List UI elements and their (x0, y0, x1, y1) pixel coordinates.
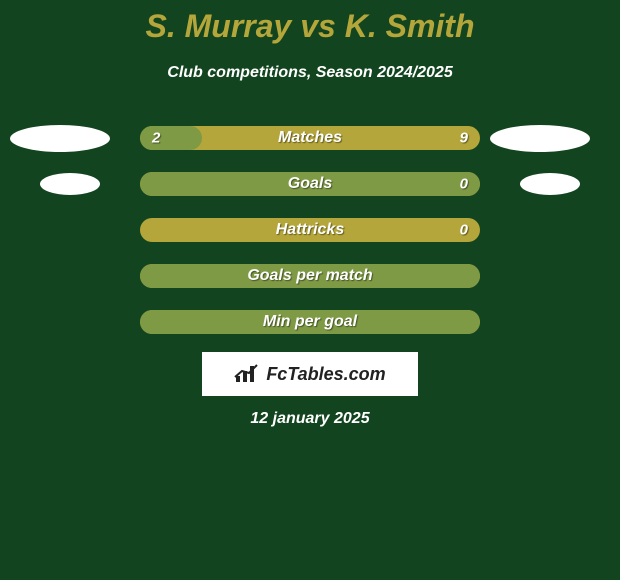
footer-date: 12 january 2025 (0, 410, 620, 428)
stat-right-value: 9 (460, 130, 468, 147)
player-left-avatar (10, 125, 110, 152)
stat-right-value: 0 (460, 222, 468, 239)
stat-bar-hattricks: Hattricks 0 (140, 218, 480, 242)
player-right-avatar (490, 125, 590, 152)
player-left-avatar-small (40, 173, 100, 195)
stat-label: Min per goal (140, 313, 480, 331)
page-title: S. Murray vs K. Smith (0, 8, 620, 45)
logo-text: FcTables.com (266, 364, 385, 385)
stat-label: Matches (140, 129, 480, 147)
fctables-logo-link[interactable]: FcTables.com (202, 352, 418, 396)
stat-bar-min-per-goal: Min per goal (140, 310, 480, 334)
stat-bar-goals-per-match: Goals per match (140, 264, 480, 288)
stat-bar-matches: 2 Matches 9 (140, 126, 480, 150)
stat-label: Goals per match (140, 267, 480, 285)
stat-label: Hattricks (140, 221, 480, 239)
stat-label: Goals (140, 175, 480, 193)
bar-chart-icon (234, 364, 260, 384)
stat-bar-goals: Goals 0 (140, 172, 480, 196)
subtitle: Club competitions, Season 2024/2025 (0, 64, 620, 82)
player-right-avatar-small (520, 173, 580, 195)
stat-right-value: 0 (460, 176, 468, 193)
